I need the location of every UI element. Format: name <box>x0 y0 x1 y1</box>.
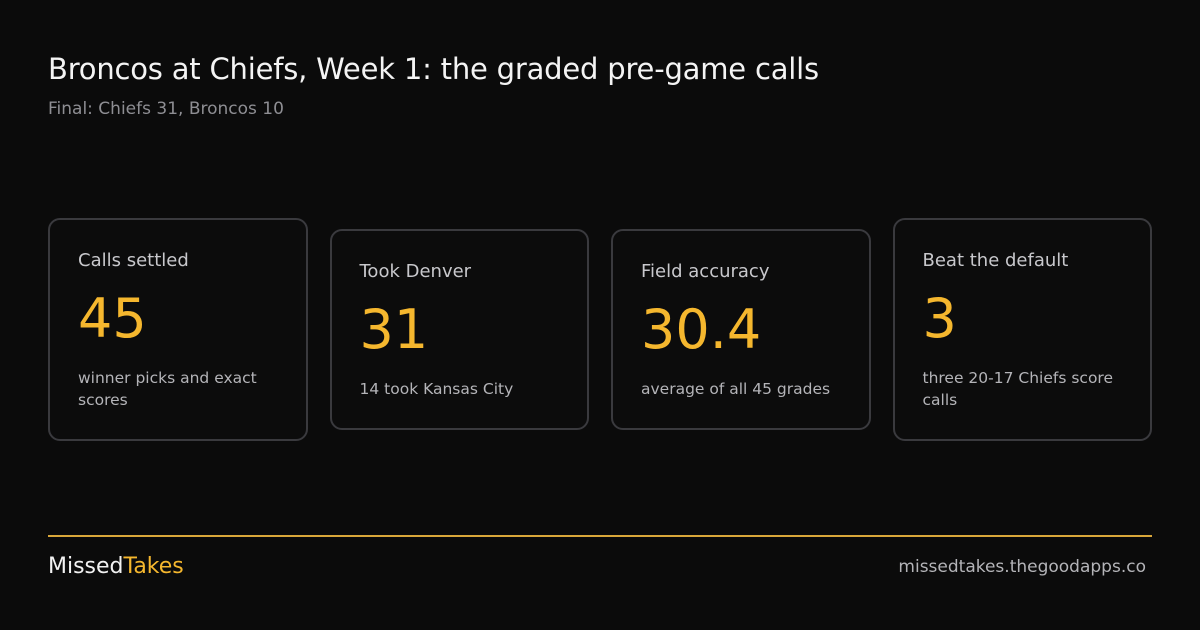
card-label: Took Denver <box>359 261 472 283</box>
title: Broncos at Chiefs, Week 1: the graded pr… <box>48 52 819 86</box>
stat-card: Calls settled 45 winner picks and exact … <box>48 218 308 441</box>
card-label: Beat the default <box>922 250 1069 272</box>
card-value: 3 <box>922 287 957 351</box>
card-label: Calls settled <box>78 250 189 272</box>
stat-card: Beat the default 3 three 20-17 Chiefs sc… <box>892 218 1152 441</box>
card-value: 30.4 <box>641 298 762 362</box>
stat-card: Took Denver 31 14 took Kansas City <box>329 229 589 430</box>
card-note: 14 took Kansas City <box>359 379 514 398</box>
card-value: 31 <box>359 298 429 362</box>
subtitle: Final: Chiefs 31, Broncos 10 <box>48 99 284 119</box>
card-note: winner picks and exact scores <box>78 368 257 409</box>
brand: MissedTakes <box>48 554 184 579</box>
stat-card: Field accuracy 30.4 average of all 45 gr… <box>611 229 871 430</box>
stat-cards: Calls settled 45 winner picks and exact … <box>48 217 1152 442</box>
divider <box>48 535 1152 537</box>
card-note: three 20-17 Chiefs score calls <box>922 368 1114 409</box>
brand-first: Missed <box>48 554 124 579</box>
card-value: 45 <box>78 287 147 351</box>
site-url: missedtakes.thegoodapps.co <box>898 557 1146 577</box>
card-note: average of all 45 grades <box>641 379 831 398</box>
brand-second: Takes <box>123 554 184 579</box>
card-label: Field accuracy <box>641 261 770 283</box>
